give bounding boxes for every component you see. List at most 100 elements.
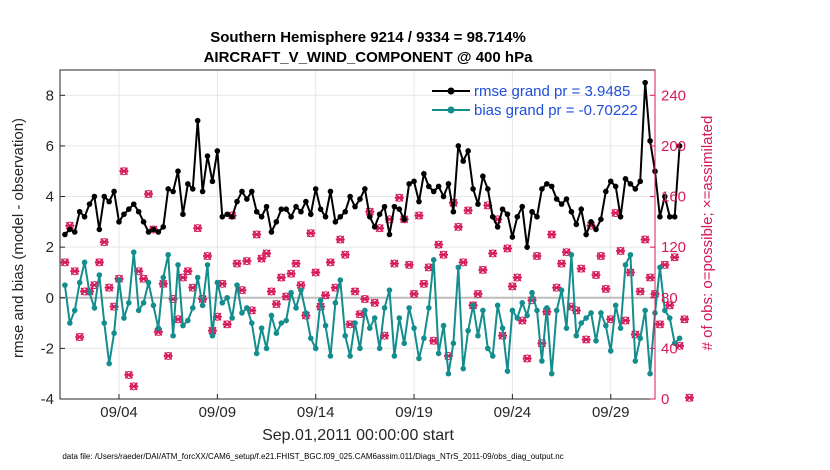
rmse-point <box>312 186 319 192</box>
bias-point <box>121 315 127 321</box>
bias-point <box>303 310 309 316</box>
y-axis-label: rmse and bias (model - observation) <box>10 118 27 358</box>
bias-point <box>327 353 334 359</box>
legend-rmse-label: rmse grand pr = 3.9485 <box>474 83 630 100</box>
obs-assimilated-marker <box>512 273 522 282</box>
rmse-point <box>583 231 589 238</box>
bias-point <box>234 282 240 288</box>
obs-assimilated-marker <box>463 206 473 215</box>
rmse-point <box>603 188 609 195</box>
obs-assimilated-marker <box>409 289 419 299</box>
rmse-point <box>332 219 339 225</box>
bias-point <box>366 325 373 331</box>
bias-point <box>209 332 216 339</box>
right-axis: 0 40 80 120 160 200 240 <box>650 70 686 408</box>
obs-assimilated-marker <box>665 301 675 310</box>
bias-point <box>239 310 245 316</box>
bias-point <box>76 279 83 286</box>
bias-point <box>435 350 442 357</box>
rmse-point <box>455 143 462 149</box>
rmse-point <box>303 198 309 205</box>
rmse-point <box>322 213 329 220</box>
rmse-point <box>548 183 555 190</box>
obs-assimilated-marker <box>203 251 213 261</box>
obs-assimilated-marker <box>389 259 399 268</box>
rmse-point <box>121 211 127 218</box>
bias-point <box>224 294 230 301</box>
rmse-point <box>185 181 191 187</box>
rmse-point <box>91 193 98 200</box>
bias-point <box>160 274 167 281</box>
bias-point <box>519 300 526 306</box>
bias-point <box>81 259 88 266</box>
rmse-point <box>391 203 398 210</box>
x-tick-label: 09/14 <box>297 404 335 421</box>
footnote: data file: /Users/raeder/DAI/ATM_forcXX/… <box>62 452 563 461</box>
bias-point <box>504 368 511 374</box>
obs-assimilated-marker <box>522 354 532 363</box>
obs-assimilated-marker <box>576 264 586 273</box>
rmse-point <box>563 196 570 202</box>
bias-point <box>381 305 388 311</box>
chart-subtitle: AIRCRAFT_V_WIND_COMPONENT @ 400 hPa <box>204 49 534 66</box>
rmse-point <box>588 219 594 225</box>
rmse-point <box>489 213 496 220</box>
bias-point <box>91 305 98 311</box>
rmse-point <box>160 224 167 230</box>
x-tick-label: 09/04 <box>100 404 138 421</box>
x-tick-label: 09/09 <box>199 404 237 421</box>
obs-assimilated-marker <box>266 287 276 296</box>
bias-point <box>416 355 422 362</box>
rmse-point <box>229 213 235 220</box>
rmse-point <box>307 211 314 218</box>
rmse-point <box>111 188 117 195</box>
obs-assimilated-marker <box>473 289 483 299</box>
rmse-point <box>170 188 176 195</box>
obs-assimilated-marker <box>478 265 488 274</box>
obs-assimilated-marker <box>70 267 80 276</box>
obs-assimilated-marker <box>429 336 439 345</box>
rmse-point <box>593 226 599 233</box>
obs-assimilated-marker <box>232 259 242 268</box>
bias-point <box>155 325 162 331</box>
x-axis-label: Sep.01,2011 00:00:00 start <box>262 427 454 444</box>
rmse-point <box>607 178 614 185</box>
bias-point <box>258 325 265 331</box>
rmse-point <box>180 211 186 218</box>
rmse-point <box>627 181 634 187</box>
rmse-point <box>504 211 511 218</box>
bias-point <box>165 251 171 258</box>
bias-point <box>632 358 639 364</box>
y-tick-label: 6 <box>46 138 54 155</box>
bias-point <box>347 353 353 359</box>
y2-tick-label: 160 <box>661 189 686 206</box>
obs-assimilated-marker <box>262 249 272 258</box>
legend: rmse grand pr = 3.9485 bias grand pr = -… <box>432 83 638 119</box>
rmse-point <box>135 208 142 215</box>
legend-bias-label: bias grand pr = -0.70222 <box>474 102 638 119</box>
rmse-point <box>662 193 668 200</box>
bias-point <box>126 300 132 306</box>
rmse-point <box>435 183 442 190</box>
rmse-point <box>342 208 349 215</box>
obs-assimilated-marker <box>591 270 601 280</box>
bias-point <box>135 307 142 314</box>
obs-assimilated-marker <box>193 224 203 233</box>
obs-assimilated-marker <box>611 208 621 218</box>
obs-assimilated-marker <box>242 257 252 266</box>
obs-assimilated-marker <box>119 167 129 176</box>
obs-assimilated-marker <box>680 315 690 324</box>
rmse-point <box>568 208 575 215</box>
bias-point <box>342 332 349 339</box>
obs-assimilated-marker <box>163 351 173 361</box>
bias-point <box>288 289 294 296</box>
rmse-point <box>514 213 521 220</box>
y-tick-label: -2 <box>41 340 54 357</box>
rmse-point <box>145 229 152 235</box>
bias-point <box>489 353 496 359</box>
bias-point <box>509 307 516 314</box>
obs-assimilated-marker <box>670 253 680 262</box>
rmse-point <box>637 178 644 185</box>
obs-count-markers <box>60 167 694 402</box>
rmse-point <box>642 79 648 86</box>
